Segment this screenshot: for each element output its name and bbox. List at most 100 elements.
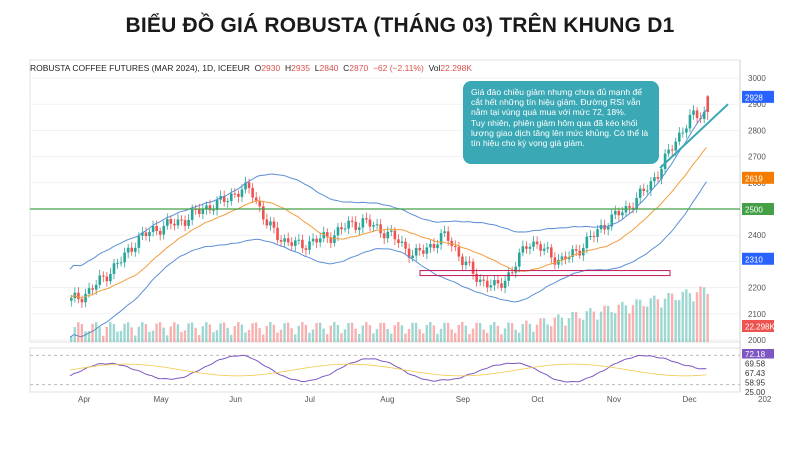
volume-bar (649, 298, 652, 342)
candle-body (443, 231, 446, 234)
candle-body (272, 221, 276, 228)
candle-body (631, 207, 635, 209)
rsi-badge (742, 358, 774, 369)
candle-body (87, 288, 91, 294)
candle-body (692, 110, 695, 115)
volume-bar (443, 322, 446, 342)
volume-bar (390, 333, 393, 342)
volume-bar (208, 324, 212, 342)
candle-body (244, 182, 247, 190)
volume-bar (272, 324, 276, 342)
candle-body (283, 238, 286, 242)
volume-bar (599, 311, 603, 342)
candle-body (390, 230, 393, 232)
candle-body (404, 241, 407, 249)
candle-body (294, 240, 297, 246)
price-tick-label: 2400 (748, 231, 766, 240)
volume-bar (198, 335, 201, 342)
volume-bar (155, 323, 158, 342)
candle-body (518, 252, 521, 267)
volume-bar (137, 326, 140, 342)
volume-bar (251, 323, 254, 342)
candle-body (670, 149, 674, 151)
candle-body (329, 237, 333, 243)
volume-bar (80, 323, 84, 342)
open-label: O (254, 63, 262, 73)
volume-bar (301, 322, 304, 342)
volume-bar (294, 334, 297, 342)
candle-body (116, 262, 119, 264)
candle-body (535, 241, 539, 245)
time-axis-label: Sep (456, 395, 471, 404)
price-badge-label: 2619 (745, 174, 763, 183)
volume-bar (382, 322, 386, 342)
candle-body (134, 247, 137, 252)
price-chart[interactable]: 3000290028002700260025002400230022002100… (22, 58, 774, 404)
price-badge-label: 2500 (745, 206, 763, 215)
candle-body (589, 236, 592, 238)
candle-body (550, 247, 553, 258)
volume-bar (180, 331, 183, 342)
candle-body (667, 149, 670, 154)
volume-bar (681, 291, 684, 342)
candle-body (169, 219, 173, 224)
volume-bar (578, 318, 581, 342)
candle-body (379, 224, 382, 234)
volume-bar (226, 327, 229, 342)
candle-body (190, 208, 194, 220)
close-value: 2870 (349, 63, 369, 73)
candle-body (574, 249, 578, 251)
volume-bar (276, 332, 279, 342)
rsi-line (69, 354, 707, 383)
candle-body (258, 200, 262, 207)
volume-bar (187, 323, 190, 342)
volume-bar (500, 334, 503, 342)
volume-bar (237, 322, 240, 342)
bollinger-lower (69, 181, 707, 338)
volume-bar (582, 319, 585, 342)
price-badge (742, 203, 774, 215)
volume-bar (158, 322, 162, 342)
volume-bar (660, 307, 663, 342)
volume-bar (446, 322, 450, 342)
candle-body (112, 263, 116, 274)
volume-bar (386, 328, 389, 342)
candle-body (375, 224, 379, 226)
volume-bar (436, 333, 439, 342)
volume-bar (567, 318, 571, 342)
volume-bar (678, 300, 681, 342)
candle-body (642, 188, 646, 191)
volume-bar (574, 312, 578, 342)
volume-bar (112, 324, 116, 342)
candle-body (425, 247, 429, 254)
volume-bar (414, 322, 418, 342)
volume-bar (119, 330, 123, 342)
candle-body (617, 210, 621, 216)
volume-bar (560, 317, 564, 342)
volume-bar (315, 323, 318, 342)
candle-body (382, 233, 386, 239)
price-tick-label: 2100 (748, 310, 766, 319)
candle-body (301, 239, 304, 249)
volume-bar (535, 324, 539, 342)
volume-bar (123, 323, 126, 342)
candle-body (230, 193, 233, 202)
volume-bar (308, 332, 311, 342)
volume-bar (247, 330, 251, 342)
candle-body (198, 209, 201, 214)
candle-body (468, 261, 471, 263)
candle-body (361, 218, 365, 228)
candle-body (343, 228, 347, 230)
candle-body (130, 247, 134, 252)
volume-bar (91, 323, 94, 342)
volume-bar (656, 299, 660, 342)
candle-body (180, 219, 183, 221)
candle-body (276, 227, 279, 241)
high-value: 2935 (291, 63, 311, 73)
volume-bar (94, 322, 98, 342)
candle-body (422, 250, 425, 254)
candle-body (102, 275, 105, 277)
volume-bar (407, 328, 411, 342)
candle-body (571, 249, 574, 257)
candle-body (368, 219, 372, 227)
